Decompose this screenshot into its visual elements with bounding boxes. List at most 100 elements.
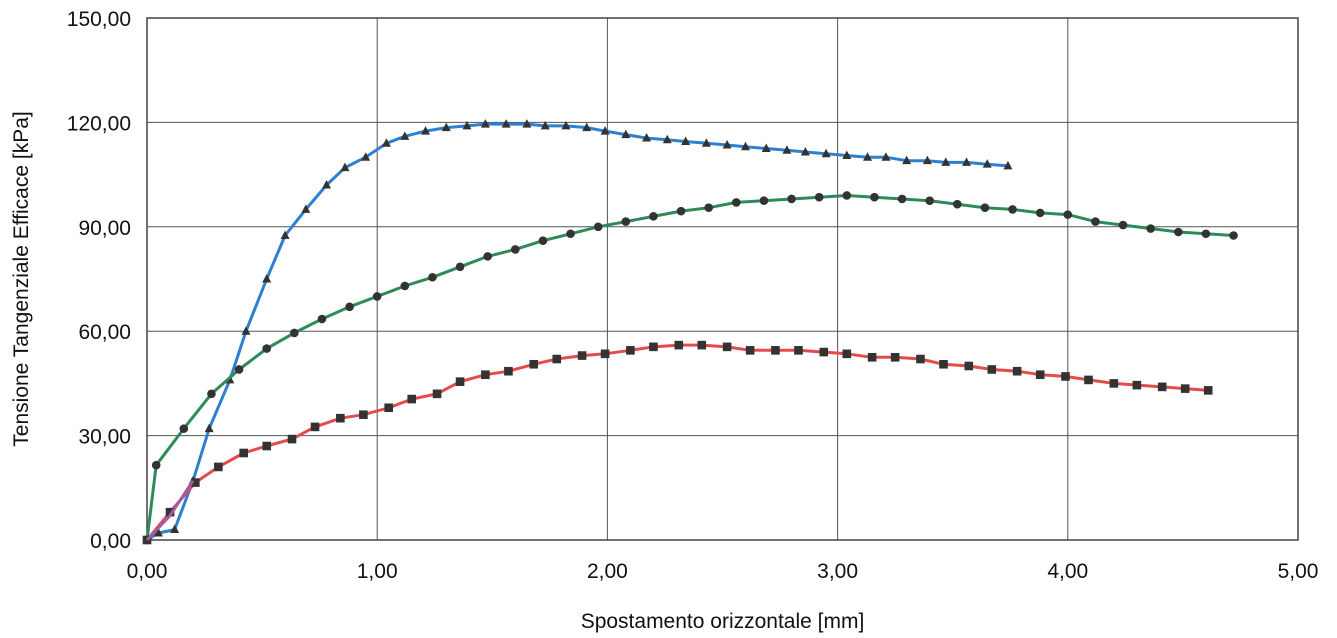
data-point-square xyxy=(794,346,803,355)
data-point-circle xyxy=(317,314,327,324)
data-point-triangle xyxy=(681,136,691,146)
data-point-circle xyxy=(759,196,769,205)
data-point-circle xyxy=(207,389,216,399)
data-point-circle xyxy=(428,272,437,282)
data-point-circle xyxy=(953,199,962,209)
data-point-circle xyxy=(704,203,713,212)
data-point-circle xyxy=(1118,220,1128,230)
data-point-square xyxy=(649,342,658,352)
data-point-triangle xyxy=(582,122,592,132)
data-point-square xyxy=(1203,386,1213,395)
data-point-square xyxy=(336,413,345,423)
data-point-square xyxy=(262,441,272,451)
data-point-square xyxy=(1109,379,1119,388)
series-4 xyxy=(145,479,195,542)
y-axis-title: Tensione Tangenziale Efficace [kPa] xyxy=(10,111,33,446)
data-point-circle xyxy=(1063,210,1073,219)
data-point-circle xyxy=(151,460,161,470)
data-point-triangle xyxy=(881,152,891,161)
data-point-triangle xyxy=(600,126,610,135)
data-point-square xyxy=(987,365,997,374)
data-point-square xyxy=(890,353,900,362)
data-point-square xyxy=(481,370,490,379)
data-point-triangle xyxy=(241,326,251,335)
data-point-square xyxy=(1061,372,1070,381)
data-point-circle xyxy=(925,196,934,205)
data-point-square xyxy=(504,366,513,376)
x-tick-label: 5,00 xyxy=(1278,560,1319,583)
x-tick-label: 1,00 xyxy=(357,560,398,583)
y-tick-label: 150,00 xyxy=(67,8,131,31)
data-point-square xyxy=(600,349,610,359)
data-point-triangle xyxy=(741,141,751,151)
data-point-square xyxy=(455,377,465,386)
data-point-square xyxy=(916,354,925,364)
data-point-circle xyxy=(1035,208,1045,218)
data-point-circle xyxy=(980,203,990,212)
data-point-square xyxy=(626,346,635,355)
data-point-triangle xyxy=(842,150,852,159)
data-point-square xyxy=(552,354,562,364)
data-point-square xyxy=(577,351,587,360)
x-axis-ticks: 0,00 1,00 2,00 3,00 4,00 5,00 xyxy=(127,560,1319,583)
data-point-triangle xyxy=(621,129,631,139)
data-point-triangle xyxy=(280,230,290,239)
data-point-square xyxy=(771,346,780,355)
data-point-circle xyxy=(345,302,354,312)
chart-grid xyxy=(147,18,1298,540)
data-point-triangle xyxy=(642,133,652,142)
x-tick-label: 2,00 xyxy=(587,560,628,583)
data-point-square xyxy=(287,434,297,444)
data-point-square xyxy=(239,448,248,458)
data-point-triangle xyxy=(340,162,350,172)
data-point-square xyxy=(1084,375,1093,385)
data-point-circle xyxy=(897,194,907,204)
data-point-circle xyxy=(1173,227,1183,237)
data-point-triangle xyxy=(501,119,511,128)
data-point-circle xyxy=(593,222,603,232)
chart-series xyxy=(142,119,1238,545)
data-point-triangle xyxy=(540,120,550,130)
data-point-triangle xyxy=(922,155,932,165)
data-point-triangle xyxy=(782,145,792,154)
plot-area-frame xyxy=(146,17,1299,541)
data-point-square xyxy=(214,462,223,472)
data-point-triangle xyxy=(480,119,490,128)
data-point-triangle xyxy=(863,152,873,161)
data-point-square xyxy=(1035,370,1045,379)
data-point-triangle xyxy=(441,122,451,132)
y-tick-label: 60,00 xyxy=(78,321,131,344)
series-line xyxy=(145,479,195,542)
data-point-square xyxy=(359,410,368,420)
data-point-circle xyxy=(511,245,520,254)
data-point-circle xyxy=(1201,229,1211,239)
y-tick-label: 30,00 xyxy=(78,426,131,449)
data-point-circle xyxy=(649,212,658,221)
y-tick-label: 0,00 xyxy=(90,530,131,553)
data-point-triangle xyxy=(1003,160,1013,170)
data-point-circle xyxy=(455,262,465,272)
data-point-triangle xyxy=(301,204,311,213)
data-point-triangle xyxy=(262,274,272,283)
data-point-triangle xyxy=(322,180,332,189)
data-point-circle xyxy=(483,252,492,261)
data-point-square xyxy=(1132,380,1142,390)
y-axis-ticks: 0,00 30,00 60,00 90,00 120,00 150,00 xyxy=(67,8,131,553)
data-point-square xyxy=(407,394,417,404)
x-tick-label: 3,00 xyxy=(817,560,858,583)
data-point-triangle xyxy=(204,423,214,433)
data-point-triangle xyxy=(701,138,711,147)
data-point-triangle xyxy=(982,159,992,168)
data-point-circle xyxy=(1008,205,1017,214)
data-point-square xyxy=(310,422,320,432)
data-point-triangle xyxy=(902,155,912,165)
data-point-circle xyxy=(234,365,244,374)
data-point-triangle xyxy=(170,524,180,534)
data-point-square xyxy=(697,340,707,350)
data-point-triangle xyxy=(361,152,371,161)
data-point-circle xyxy=(262,344,272,353)
x-tick-label: 0,00 xyxy=(127,560,168,583)
data-point-triangle xyxy=(154,528,164,537)
data-point-triangle xyxy=(821,148,831,158)
